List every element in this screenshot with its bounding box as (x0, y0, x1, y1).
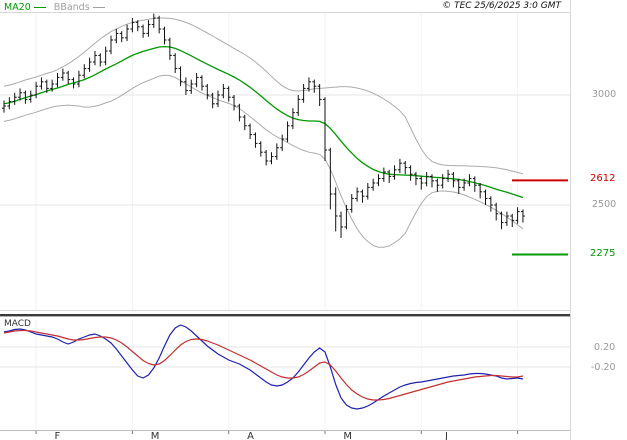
bbands-line-swatch (92, 7, 105, 8)
copyright-text: © TEC 25/6/2025 3:0 GMT (442, 1, 561, 11)
ma20-line-swatch (33, 7, 46, 8)
x-axis-month-label: A (247, 431, 254, 440)
macd-axis-label-neg: -0.20 (591, 362, 616, 373)
price-axis-label-2500: 2500 (592, 199, 617, 210)
x-axis-month-label: F (54, 431, 61, 440)
legend-bbands-label: BBands (53, 2, 90, 13)
price-axis-label-3000: 3000 (592, 89, 617, 100)
legend-bbands: BBands (54, 2, 105, 13)
support-level-label: 2275 (590, 247, 616, 259)
macd-axis-label-pos: 0.20 (594, 342, 616, 353)
macd-panel-label: MACD (4, 319, 31, 329)
resistance-level-label: 2612 (590, 173, 616, 185)
chart-legend: MA20 BBands (4, 2, 105, 13)
legend-ma20-label: MA20 (4, 2, 31, 13)
legend-ma20: MA20 (4, 2, 46, 13)
x-axis-month-label: M (150, 431, 160, 440)
x-axis-month-label: M (343, 431, 353, 440)
x-axis-month-label: J (445, 431, 448, 440)
